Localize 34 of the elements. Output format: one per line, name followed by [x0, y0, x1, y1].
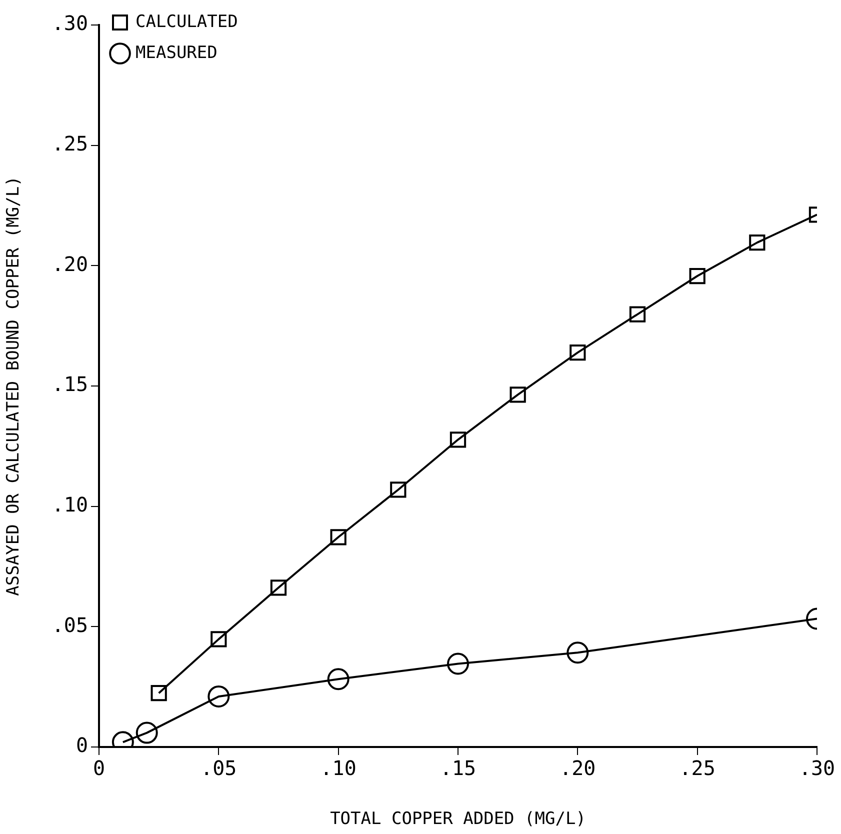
y-tick-label: .15 — [52, 372, 88, 396]
point — [208, 685, 230, 708]
y-tick-label: 0 — [76, 733, 88, 758]
point — [270, 580, 287, 596]
point — [210, 631, 227, 648]
y-tick-label: .20 — [52, 252, 88, 276]
x-tick-label: .30 — [798, 756, 836, 780]
x-tick-label: 0 — [92, 756, 106, 780]
point — [390, 482, 406, 498]
point — [450, 432, 466, 448]
y-tick-label: .30 — [52, 11, 88, 36]
point — [689, 268, 706, 284]
point — [510, 386, 526, 403]
legend-label: MEASURED — [136, 42, 218, 63]
x-tick-label: .05 — [200, 756, 237, 780]
x-tick-label: .10 — [320, 756, 356, 780]
point — [749, 234, 766, 251]
point — [150, 685, 167, 702]
x-tick-label: .20 — [560, 756, 596, 780]
point — [570, 344, 586, 361]
x-axis-title: TOTAL COPPER ADDED (MG/L) — [330, 809, 586, 830]
y-tick-label: .25 — [52, 132, 88, 156]
x-tick-label: .15 — [440, 756, 476, 780]
point — [566, 642, 589, 664]
y-axis-title: ASSAYED OR CALCULATED BOUND COPPER (MG/L) — [4, 176, 24, 596]
point — [136, 722, 158, 744]
y-tick-label: .05 — [52, 612, 88, 637]
point — [629, 306, 646, 322]
legend-label: CALCULATED — [136, 12, 238, 32]
point — [447, 652, 469, 675]
x-tick-label: .25 — [679, 756, 716, 780]
point — [327, 668, 350, 690]
y-tick-label: .10 — [52, 492, 88, 517]
point — [330, 529, 346, 546]
